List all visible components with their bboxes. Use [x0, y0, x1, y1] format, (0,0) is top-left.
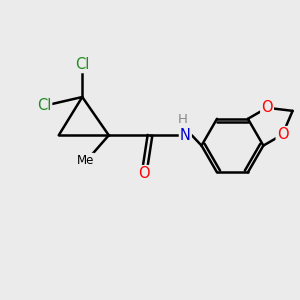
Text: O: O — [261, 100, 273, 115]
Text: O: O — [277, 127, 288, 142]
Text: H: H — [178, 112, 187, 126]
Text: Cl: Cl — [37, 98, 51, 113]
Text: O: O — [138, 166, 150, 181]
Text: Me: Me — [76, 154, 94, 167]
Text: N: N — [180, 128, 191, 143]
Text: Cl: Cl — [75, 57, 89, 72]
